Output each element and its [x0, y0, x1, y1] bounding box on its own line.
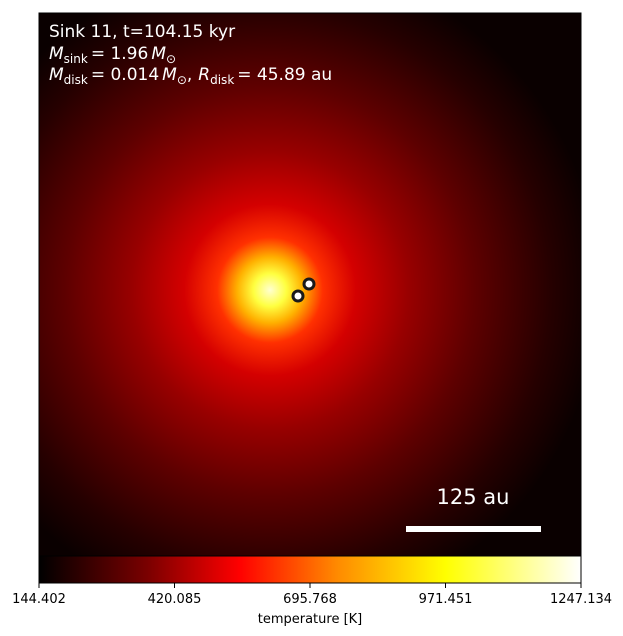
- sink-mass-label: Msink = 1.96 M⊙: [49, 44, 176, 66]
- disk-mass-value: = 0.014: [91, 65, 159, 85]
- colorbar-tick-label: 144.402: [12, 592, 66, 607]
- colorbar-ticks: [38, 583, 582, 588]
- disk-radius-value: = 45.89 au: [237, 65, 332, 85]
- disk-mass-unit: M: [162, 65, 177, 85]
- disk-mass-symbol: M: [49, 65, 64, 85]
- scale-bar: [406, 526, 541, 532]
- colorbar-tick-label: 420.085: [148, 592, 202, 607]
- sink-mass-unit-subscript: ⊙: [166, 52, 176, 66]
- sink-mass-symbol: M: [49, 44, 64, 64]
- disk-radius-subscript: disk: [210, 73, 234, 87]
- disk-radius-symbol: R: [198, 65, 210, 85]
- colorbar-tick-label: 695.768: [283, 592, 337, 607]
- colorbar-tick-label: 1247.134: [550, 592, 612, 607]
- disk-separator: ,: [187, 65, 192, 85]
- colorbar: [38, 555, 582, 584]
- colorbar-tick-label: 971.451: [419, 592, 473, 607]
- sink-mass-subscript: sink: [64, 52, 88, 66]
- sink-marker: [291, 289, 305, 303]
- scale-bar-label: 125 au: [437, 485, 510, 509]
- sink-marker: [302, 277, 316, 291]
- panel-title: Sink 11, t=104.15 kyr: [49, 22, 235, 42]
- disk-properties-label: Mdisk = 0.014 M⊙, Rdisk = 45.89 au: [49, 65, 332, 87]
- disk-mass-unit-subscript: ⊙: [177, 73, 187, 87]
- colorbar-label: temperature [K]: [258, 612, 363, 627]
- sink-mass-unit: M: [151, 44, 166, 64]
- sink-mass-value: = 1.96: [91, 44, 149, 64]
- disk-mass-subscript: disk: [64, 73, 88, 87]
